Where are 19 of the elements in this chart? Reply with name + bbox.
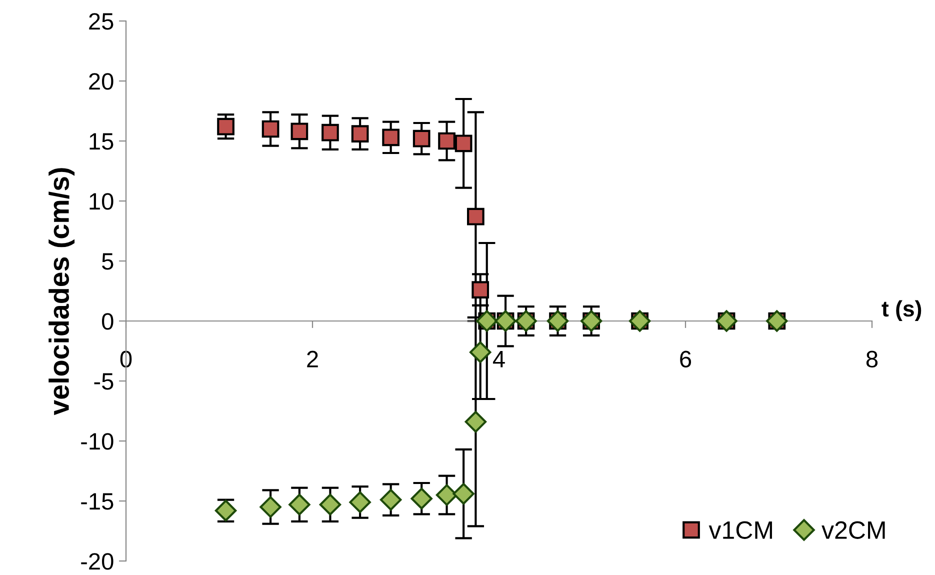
- y-tick-label: 25: [89, 13, 114, 30]
- x-tick-label: 2: [307, 350, 318, 368]
- x-tick-label: 6: [680, 350, 692, 368]
- x-tick-label: 4: [492, 351, 505, 368]
- x-tick-label: 0: [120, 350, 132, 368]
- y-tick-label: 20: [89, 73, 114, 90]
- legend-label: v2CM: [822, 521, 885, 539]
- y-tick-label: 15: [90, 133, 114, 150]
- y-tick-label: -10: [81, 433, 114, 450]
- y-tick-label: 0: [102, 313, 114, 330]
- y-axis-title: velocidades (cm/s): [48, 168, 75, 416]
- x-tick-label: 8: [866, 350, 878, 368]
- y-tick-label: -20: [81, 553, 114, 570]
- y-tick-label: 10: [90, 193, 114, 210]
- y-tick-label: -5: [94, 373, 114, 390]
- y-tick-label: 5: [102, 253, 114, 270]
- y-tick-label: -15: [81, 493, 114, 510]
- x-axis-title: t (s): [882, 300, 922, 321]
- legend-label: v1CM: [708, 521, 772, 539]
